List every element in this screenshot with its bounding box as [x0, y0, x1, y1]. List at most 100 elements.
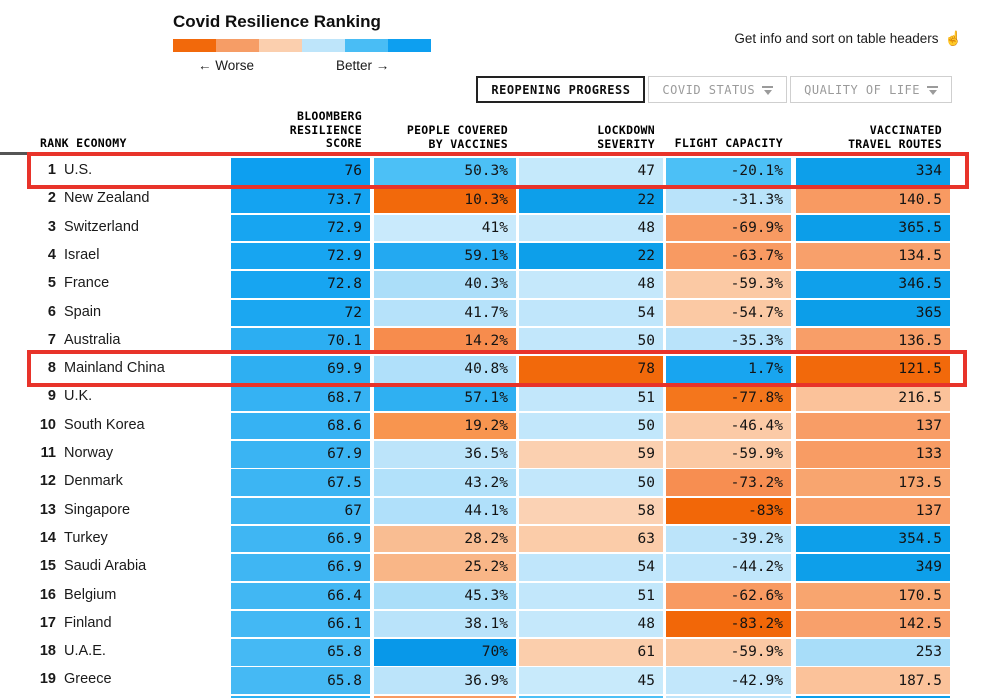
economy-name: U.A.E.	[64, 643, 106, 660]
lockdown-cell: 58	[519, 497, 663, 525]
flight-cell: -62.6%	[666, 582, 791, 609]
flight-cell: -31.3%	[666, 186, 791, 213]
rank-value: 16	[39, 586, 56, 603]
rank-value: 3	[47, 218, 56, 235]
score-cell: 73.7	[231, 186, 370, 213]
score-cell: 72.8	[231, 271, 370, 298]
header-lockdown-severity[interactable]: LOCKDOWN SEVERITY	[597, 123, 655, 151]
score-cell: 69.9	[231, 356, 370, 383]
flight-cell: -35.3%	[666, 327, 791, 355]
table-row: 15 Saudi Arabia 66.9 25.2% 54 -44.2% 349	[0, 554, 1000, 581]
rank-value: 7	[47, 331, 56, 348]
lockdown-cell: 50	[519, 469, 663, 496]
header-vaccinated-routes[interactable]: VACCINATED TRAVEL ROUTES	[848, 123, 942, 151]
partial-cell	[519, 695, 663, 698]
routes-cell: 334	[796, 158, 950, 185]
economy-name: Mainland China	[64, 360, 165, 377]
flight-cell: -77.8%	[666, 384, 791, 411]
header-people-covered[interactable]: PEOPLE COVERED BY VACCINES	[406, 123, 508, 151]
vaccines-cell: 45.3%	[374, 582, 516, 609]
flight-cell: -46.4%	[666, 412, 791, 440]
economy-name: South Korea	[64, 416, 145, 433]
score-cell: 67	[231, 497, 370, 525]
legend-gradient-segment	[302, 39, 345, 52]
legend-better-label: Better →	[336, 58, 390, 73]
rank-value: 10	[39, 416, 56, 433]
flight-cell: -83%	[666, 497, 791, 525]
header-flight-capacity[interactable]: FLIGHT CAPACITY	[674, 136, 783, 150]
table-row: 10 South Korea 68.6 19.2% 50 -46.4% 137	[0, 412, 1000, 440]
lockdown-cell: 45	[519, 667, 663, 694]
routes-cell: 137	[796, 412, 950, 440]
routes-cell: 140.5	[796, 186, 950, 213]
vaccines-cell: 59.1%	[374, 242, 516, 270]
flight-cell: -44.2%	[666, 554, 791, 581]
header-resilience-score[interactable]: BLOOMBERG RESILIENCE SCORE	[289, 109, 362, 150]
legend-gradient-segment	[173, 39, 216, 52]
flight-cell: -39.2%	[666, 525, 791, 553]
header-rank-economy[interactable]: RANK ECONOMY	[40, 136, 127, 150]
lockdown-cell: 51	[519, 582, 663, 609]
legend-gradient-segment	[216, 39, 259, 52]
routes-cell: 170.5	[796, 582, 950, 609]
table-row: 16 Belgium 66.4 45.3% 51 -62.6% 170.5	[0, 582, 1000, 610]
routes-cell: 173.5	[796, 469, 950, 496]
economy-name: Belgium	[64, 586, 117, 603]
table-row: 6 Spain 72 41.7% 54 -54.7% 365	[0, 299, 1000, 327]
legend-gradient-segment	[345, 39, 388, 52]
rank-value: 1	[47, 162, 56, 178]
vaccines-cell: 36.5%	[374, 441, 516, 468]
lockdown-cell: 54	[519, 554, 663, 581]
tab-reopening-progress[interactable]: REOPENING PROGRESS	[476, 76, 646, 103]
tab-covid-status[interactable]: COVID STATUS	[648, 76, 788, 103]
table-row: 8 Mainland China 69.9 40.8% 78 1.7% 121.…	[0, 356, 1000, 383]
economy-name: Norway	[64, 445, 114, 461]
flight-cell: -73.2%	[666, 469, 791, 496]
lockdown-cell: 61	[519, 639, 663, 666]
score-cell: 68.7	[231, 384, 370, 411]
routes-cell: 349	[796, 554, 950, 581]
vaccines-cell: 19.2%	[374, 412, 516, 440]
vaccines-cell: 38.1%	[374, 610, 516, 638]
flight-cell: -54.7%	[666, 299, 791, 326]
lockdown-cell: 50	[519, 412, 663, 440]
lockdown-cell: 51	[519, 384, 663, 411]
routes-cell: 187.5	[796, 667, 950, 694]
table-row-partial	[0, 695, 1000, 698]
economy-name: Denmark	[64, 473, 123, 490]
tab-quality-of-life[interactable]: QUALITY OF LIFE	[790, 76, 952, 103]
routes-cell: 354.5	[796, 525, 950, 553]
economy-name: Singapore	[64, 501, 131, 518]
score-cell: 72.9	[231, 242, 370, 270]
score-cell: 70.1	[231, 327, 370, 355]
vaccines-cell: 43.2%	[374, 469, 516, 496]
economy-name: Spain	[64, 303, 102, 320]
vaccines-cell: 57.1%	[374, 384, 516, 411]
rank-value: 13	[39, 501, 56, 518]
routes-cell: 253	[796, 639, 950, 666]
color-scale-legend	[173, 39, 431, 52]
rank-value: 8	[47, 360, 56, 377]
table-row: 13 Singapore 67 44.1% 58 -83% 137	[0, 497, 1000, 525]
flight-cell: -42.9%	[666, 667, 791, 694]
score-cell: 67.9	[231, 441, 370, 468]
flight-cell: -59.9%	[666, 639, 791, 666]
sort-hint-text: Get info and sort on table headers	[734, 31, 939, 46]
table-row: 11 Norway 67.9 36.5% 59 -59.9% 133	[0, 441, 1000, 468]
tab-label: REOPENING PROGRESS	[491, 82, 631, 97]
economy-name: New Zealand	[64, 190, 150, 207]
partial-cell	[231, 695, 370, 698]
vaccines-cell: 25.2%	[374, 554, 516, 581]
lockdown-cell: 59	[519, 441, 663, 468]
score-cell: 72.9	[231, 214, 370, 242]
routes-cell: 121.5	[796, 356, 950, 383]
rank-value: 5	[47, 275, 56, 292]
table-row: 5 France 72.8 40.3% 48 -59.3% 346.5	[0, 271, 1000, 298]
vaccines-cell: 14.2%	[374, 327, 516, 355]
score-cell: 66.1	[231, 610, 370, 638]
page-title: Covid Resilience Ranking	[173, 12, 381, 31]
economy-name: Australia	[64, 331, 121, 348]
rank-value: 15	[39, 558, 56, 575]
table-row: 17 Finland 66.1 38.1% 48 -83.2% 142.5	[0, 610, 1000, 638]
partial-cell	[666, 695, 791, 698]
